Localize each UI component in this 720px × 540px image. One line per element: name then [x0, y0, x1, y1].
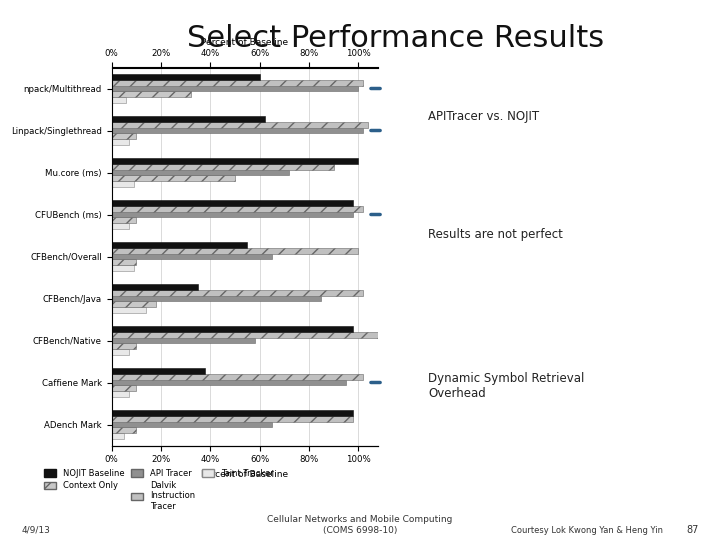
Bar	[112, 176, 235, 181]
Bar	[112, 368, 205, 374]
Bar	[112, 416, 354, 422]
Bar	[112, 91, 191, 97]
Bar	[112, 133, 136, 139]
Bar	[112, 374, 363, 380]
Bar	[112, 206, 363, 212]
Bar	[112, 295, 321, 301]
Bar	[112, 301, 156, 307]
Bar	[112, 254, 272, 259]
Bar	[112, 338, 255, 343]
Text: Courtesy Lok Kwong Yan & Heng Yin: Courtesy Lok Kwong Yan & Heng Yin	[511, 525, 663, 535]
Bar	[112, 85, 359, 91]
Text: Select Performance Results: Select Performance Results	[187, 24, 605, 53]
Bar	[112, 80, 363, 85]
Bar	[112, 200, 354, 206]
Legend: NOJIT Baseline, Context Only, API Tracer, Dalvik
Instruction
Tracer, Taint Track: NOJIT Baseline, Context Only, API Tracer…	[40, 465, 277, 514]
Text: 4/9/13: 4/9/13	[22, 525, 50, 535]
Bar	[112, 127, 363, 133]
Bar	[112, 289, 363, 295]
X-axis label: Percent of Baseline: Percent of Baseline	[201, 38, 289, 46]
Bar	[112, 284, 198, 289]
Bar	[112, 248, 359, 254]
Bar	[112, 259, 136, 265]
Bar	[112, 422, 272, 428]
X-axis label: Percent of Baseline: Percent of Baseline	[201, 470, 289, 479]
Bar	[112, 212, 354, 218]
Text: Cellular Networks and Mobile Computing
(COMS 6998-10): Cellular Networks and Mobile Computing (…	[267, 515, 453, 535]
Bar	[112, 181, 134, 187]
Text: Results are not perfect: Results are not perfect	[428, 228, 563, 241]
Bar	[112, 332, 383, 338]
Bar	[112, 386, 136, 392]
Bar	[112, 349, 129, 355]
Bar	[112, 74, 260, 80]
Text: 87: 87	[686, 524, 698, 535]
Bar	[112, 326, 354, 332]
Bar	[112, 433, 124, 439]
Bar	[112, 218, 136, 224]
Bar	[112, 116, 264, 122]
Bar	[112, 139, 129, 145]
Bar	[112, 380, 346, 386]
Text: Dynamic Symbol Retrieval
Overhead: Dynamic Symbol Retrieval Overhead	[428, 372, 585, 400]
Bar	[112, 428, 136, 433]
Bar	[112, 170, 289, 176]
Bar	[112, 307, 146, 313]
Bar	[112, 164, 333, 170]
Bar	[112, 242, 247, 248]
Bar	[112, 122, 368, 127]
Bar	[112, 410, 354, 416]
Bar	[112, 224, 129, 229]
Bar	[112, 158, 359, 164]
Bar	[112, 97, 127, 103]
Bar	[112, 343, 136, 349]
Bar	[112, 265, 134, 271]
Bar	[112, 392, 129, 397]
Text: APITracer vs. NOJIT: APITracer vs. NOJIT	[428, 110, 539, 123]
